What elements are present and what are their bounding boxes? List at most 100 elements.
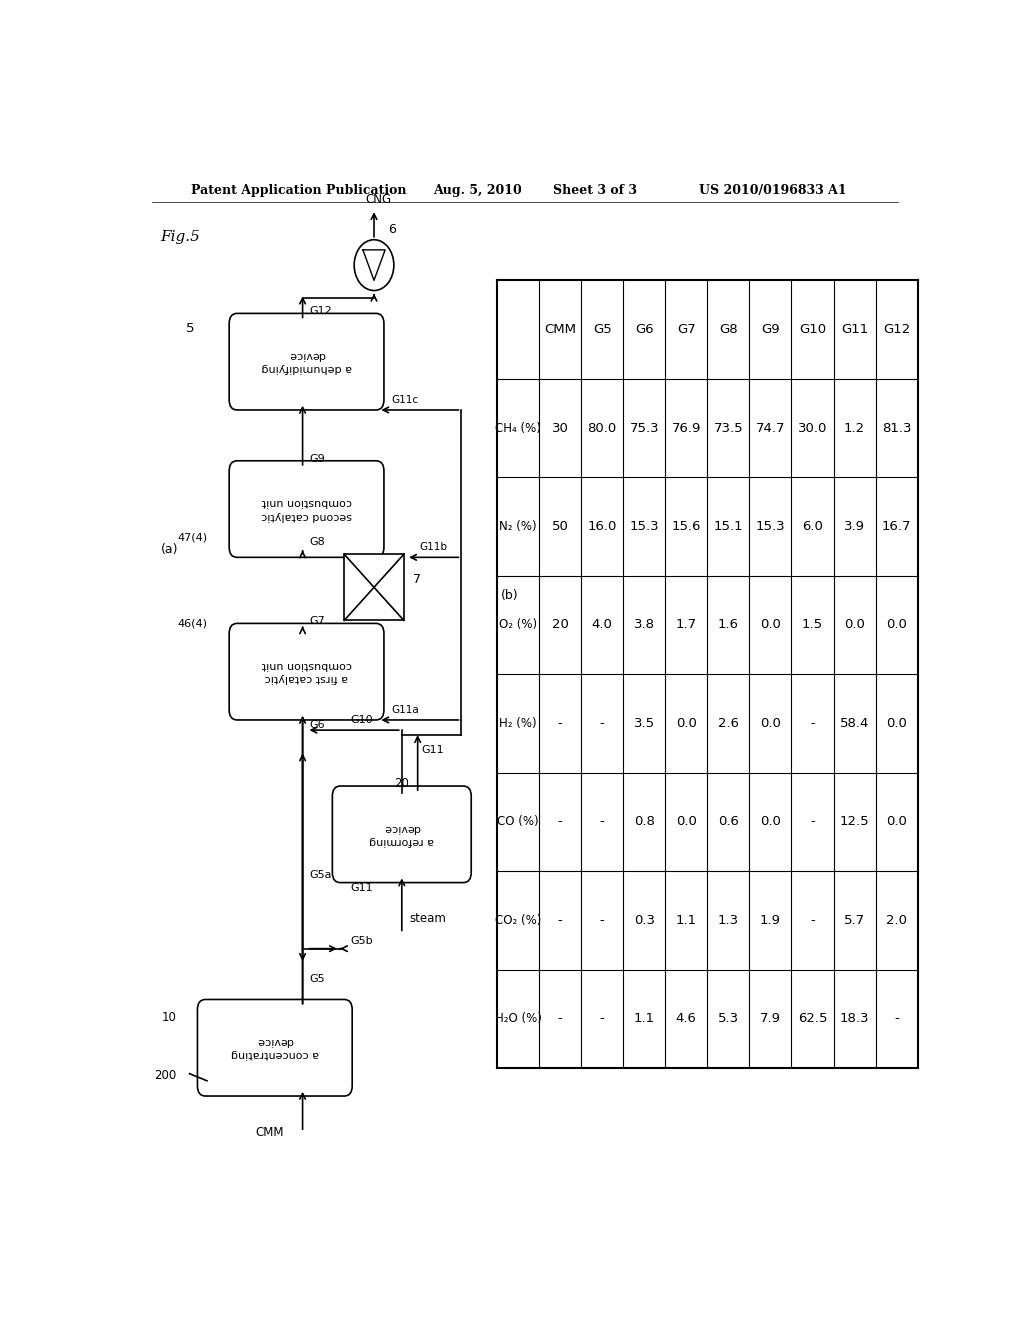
Text: 4.6: 4.6	[676, 1012, 696, 1026]
Text: 20: 20	[394, 777, 409, 791]
Text: 3.9: 3.9	[844, 520, 865, 533]
Text: 0.0: 0.0	[760, 717, 781, 730]
Text: 0.3: 0.3	[634, 913, 654, 927]
Text: 16.0: 16.0	[588, 520, 616, 533]
Text: 4.0: 4.0	[592, 619, 612, 631]
Text: a concentrating
device: a concentrating device	[230, 1036, 318, 1060]
Text: 81.3: 81.3	[882, 421, 911, 434]
Text: 0.6: 0.6	[718, 816, 738, 829]
Text: 73.5: 73.5	[714, 421, 743, 434]
Text: G9: G9	[761, 323, 779, 337]
Text: 58.4: 58.4	[840, 717, 869, 730]
Text: 5: 5	[185, 322, 194, 335]
Text: CMM: CMM	[255, 1126, 284, 1139]
Text: -: -	[600, 1012, 604, 1026]
Text: a first catalytic
combustion unit: a first catalytic combustion unit	[261, 660, 351, 684]
Text: CNG: CNG	[365, 193, 391, 206]
Text: 0.0: 0.0	[760, 816, 781, 829]
Text: G6: G6	[309, 719, 325, 730]
Text: G11c: G11c	[392, 395, 419, 405]
Text: G12: G12	[883, 323, 910, 337]
Text: -: -	[558, 816, 562, 829]
Text: 76.9: 76.9	[672, 421, 701, 434]
Text: G11: G11	[350, 883, 373, 892]
Text: G6: G6	[635, 323, 653, 337]
Text: 15.6: 15.6	[672, 520, 701, 533]
Text: Fig.5: Fig.5	[160, 230, 200, 244]
Text: G11: G11	[841, 323, 868, 337]
Text: -: -	[600, 816, 604, 829]
Text: G8: G8	[309, 537, 325, 546]
Text: O₂ (%): O₂ (%)	[499, 619, 538, 631]
Text: G5: G5	[309, 974, 325, 985]
Text: 0.0: 0.0	[886, 816, 907, 829]
Text: G11a: G11a	[392, 705, 420, 715]
Text: (b): (b)	[501, 589, 518, 602]
Text: Patent Application Publication: Patent Application Publication	[191, 185, 407, 198]
Text: 0.0: 0.0	[676, 816, 696, 829]
Text: 47(4): 47(4)	[177, 532, 208, 543]
Text: 200: 200	[154, 1069, 176, 1082]
Text: 3.8: 3.8	[634, 619, 654, 631]
Text: G10: G10	[799, 323, 826, 337]
Text: 1.1: 1.1	[634, 1012, 654, 1026]
FancyBboxPatch shape	[229, 623, 384, 719]
Text: a dehumidifying
device: a dehumidifying device	[261, 350, 352, 374]
Text: G8: G8	[719, 323, 737, 337]
Text: G10: G10	[350, 715, 373, 725]
Text: G12: G12	[309, 306, 332, 317]
Text: 62.5: 62.5	[798, 1012, 827, 1026]
Text: -: -	[558, 913, 562, 927]
Text: 1.9: 1.9	[760, 913, 781, 927]
Text: 0.8: 0.8	[634, 816, 654, 829]
Text: -: -	[558, 1012, 562, 1026]
Text: G5b: G5b	[350, 936, 373, 945]
Text: 12.5: 12.5	[840, 816, 869, 829]
Text: 75.3: 75.3	[630, 421, 659, 434]
Text: CO₂ (%): CO₂ (%)	[495, 913, 542, 927]
Text: 6.0: 6.0	[802, 520, 823, 533]
Text: G5: G5	[593, 323, 611, 337]
Text: 80.0: 80.0	[588, 421, 616, 434]
Text: 7.9: 7.9	[760, 1012, 781, 1026]
Text: G11b: G11b	[420, 543, 447, 552]
Text: CMM: CMM	[544, 323, 577, 337]
Text: 0.0: 0.0	[886, 619, 907, 631]
Text: 3.5: 3.5	[634, 717, 654, 730]
FancyBboxPatch shape	[229, 461, 384, 557]
Text: -: -	[558, 717, 562, 730]
Text: -: -	[810, 913, 815, 927]
Text: 0.0: 0.0	[886, 717, 907, 730]
Text: -: -	[810, 717, 815, 730]
Text: G5a: G5a	[309, 870, 332, 880]
Text: 30.0: 30.0	[798, 421, 827, 434]
Text: steam: steam	[410, 912, 446, 924]
Text: -: -	[600, 717, 604, 730]
Text: H₂ (%): H₂ (%)	[500, 717, 537, 730]
Text: N₂ (%): N₂ (%)	[500, 520, 537, 533]
Text: 46(4): 46(4)	[177, 618, 208, 628]
Text: US 2010/0196833 A1: US 2010/0196833 A1	[699, 185, 847, 198]
FancyBboxPatch shape	[333, 785, 471, 883]
FancyBboxPatch shape	[229, 313, 384, 411]
Text: 2.0: 2.0	[886, 913, 907, 927]
Text: second catalytic
combustion unit: second catalytic combustion unit	[261, 498, 352, 520]
Text: (a): (a)	[162, 544, 179, 556]
Text: CH₄ (%): CH₄ (%)	[496, 421, 541, 434]
Text: 1.6: 1.6	[718, 619, 739, 631]
Text: 1.5: 1.5	[802, 619, 823, 631]
Text: 30: 30	[552, 421, 568, 434]
Text: 0.0: 0.0	[844, 619, 865, 631]
Text: a reforming
device: a reforming device	[370, 822, 434, 846]
Text: 2.6: 2.6	[718, 717, 739, 730]
Text: 15.1: 15.1	[714, 520, 743, 533]
Text: 5.7: 5.7	[844, 913, 865, 927]
Text: H₂O (%): H₂O (%)	[495, 1012, 542, 1026]
Text: 1.1: 1.1	[676, 913, 697, 927]
Text: 15.3: 15.3	[756, 520, 785, 533]
Text: 15.3: 15.3	[630, 520, 659, 533]
Text: 16.7: 16.7	[882, 520, 911, 533]
Text: 7: 7	[414, 573, 421, 586]
Text: 0.0: 0.0	[760, 619, 781, 631]
Text: G11: G11	[422, 746, 444, 755]
